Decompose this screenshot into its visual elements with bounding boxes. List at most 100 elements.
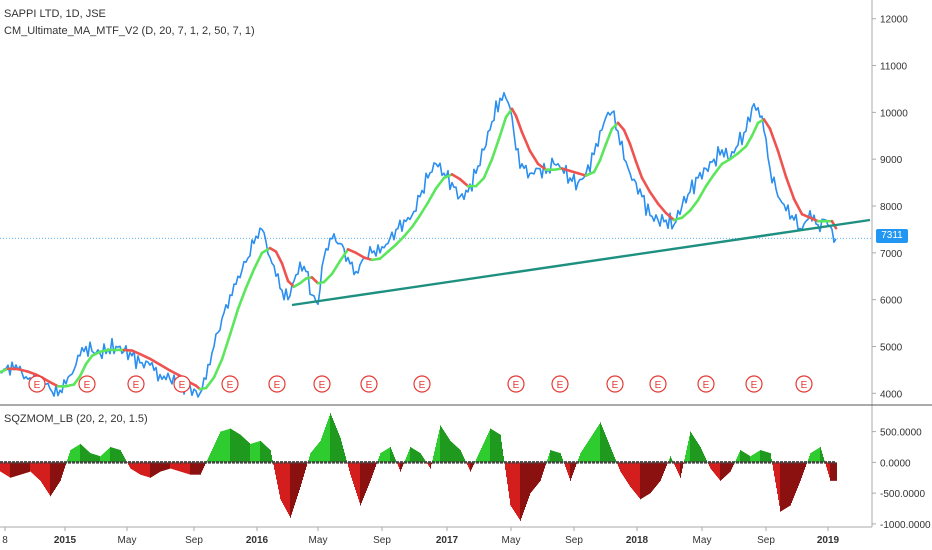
time-tick-label: 2016 — [246, 535, 269, 546]
ma-segment — [442, 173, 454, 180]
histogram-bar — [22, 462, 23, 475]
ma-segment — [212, 358, 224, 379]
histogram-bar — [223, 430, 224, 463]
histogram-bar — [641, 462, 642, 499]
histogram-bar — [382, 451, 383, 463]
histogram-bar — [96, 455, 97, 463]
histogram-bar — [292, 462, 293, 512]
histogram-bar — [491, 429, 492, 463]
ma-segment — [482, 157, 494, 180]
histogram-bar — [820, 447, 821, 463]
histogram-bar — [151, 462, 152, 478]
histogram-bar — [352, 462, 353, 481]
histogram-bar — [764, 451, 765, 463]
histogram-bar — [73, 448, 74, 463]
histogram-bar — [752, 455, 753, 463]
histogram-bar — [172, 462, 173, 470]
histogram-bar — [19, 462, 20, 475]
histogram-bar — [575, 462, 576, 467]
histogram-bar — [350, 462, 351, 475]
histogram-bar — [632, 462, 633, 490]
histogram-bar — [754, 453, 755, 463]
histogram-bar — [701, 449, 702, 463]
histogram-bar — [286, 462, 287, 511]
histogram-bar — [193, 462, 194, 475]
histogram-bar — [327, 421, 328, 463]
price-tick-label: 5000 — [880, 342, 903, 353]
ma-segment — [394, 235, 406, 246]
histogram-bar — [178, 462, 179, 471]
histogram-bar — [658, 462, 659, 484]
histogram-bar — [405, 459, 406, 463]
histogram-bar — [821, 450, 822, 463]
ma-segment — [130, 349, 142, 356]
time-tick-label: May — [309, 535, 328, 546]
histogram-bar — [695, 439, 696, 463]
histogram-bar — [532, 462, 533, 491]
histogram-bar — [235, 431, 236, 463]
ma-segment — [704, 173, 716, 188]
histogram-bar — [793, 462, 794, 499]
histogram-bar — [593, 433, 594, 463]
histogram-bar — [613, 454, 614, 463]
histogram-bar — [262, 442, 263, 463]
histogram-bar — [406, 456, 407, 463]
ma-segment — [158, 363, 172, 372]
histogram-bar — [236, 432, 237, 463]
histogram-bar — [371, 462, 372, 479]
earnings-marker-label: E — [274, 380, 281, 391]
histogram-bar — [297, 462, 298, 497]
oscillator-histogram — [0, 413, 837, 521]
histogram-bar — [113, 447, 114, 463]
histogram-bar — [693, 436, 694, 463]
ma-segment — [808, 216, 820, 223]
histogram-bar — [488, 432, 489, 463]
histogram-bar — [687, 445, 688, 463]
histogram-bar — [595, 430, 596, 463]
histogram-bar — [389, 447, 390, 463]
histogram-bar — [234, 431, 235, 463]
histogram-bar — [771, 459, 772, 463]
earnings-marker-label: E — [84, 380, 91, 391]
time-tick-label: 2017 — [436, 535, 459, 546]
histogram-bar — [45, 462, 46, 489]
ma-segment — [598, 142, 608, 162]
earnings-marker — [173, 375, 191, 393]
histogram-bar — [552, 450, 553, 463]
histogram-bar — [231, 429, 232, 463]
histogram-bar — [63, 462, 64, 472]
histogram-bar — [321, 438, 322, 463]
histogram-bar — [710, 462, 711, 469]
earnings-marker-label: E — [227, 380, 234, 391]
histogram-bar — [305, 462, 306, 471]
histogram-bar — [67, 459, 68, 463]
histogram-bar — [436, 442, 437, 463]
histogram-bar — [227, 429, 228, 463]
histogram-bar — [329, 415, 330, 463]
histogram-bar — [105, 451, 106, 463]
histogram-bar — [230, 428, 231, 463]
histogram-bar — [706, 459, 707, 463]
histogram-bar — [256, 442, 257, 463]
histogram-bar — [598, 425, 599, 463]
histogram-bar — [472, 462, 473, 468]
histogram-bar — [263, 443, 264, 463]
histogram-bar — [333, 420, 334, 463]
histogram-bar — [169, 462, 170, 469]
histogram-bar — [790, 462, 791, 506]
histogram-bar — [621, 462, 622, 474]
histogram-bar — [521, 462, 522, 519]
histogram-bar — [69, 453, 70, 463]
histogram-bar — [322, 435, 323, 463]
histogram-bar — [43, 462, 44, 486]
histogram-bar — [147, 462, 148, 477]
histogram-bar — [567, 462, 568, 473]
histogram-bar — [280, 462, 281, 500]
histogram-bar — [264, 444, 265, 463]
histogram-bar — [471, 462, 472, 470]
histogram-bar — [591, 436, 592, 463]
ma-segment — [458, 177, 470, 188]
histogram-bar — [627, 462, 628, 483]
histogram-bar — [270, 450, 271, 463]
histogram-bar — [408, 451, 409, 463]
